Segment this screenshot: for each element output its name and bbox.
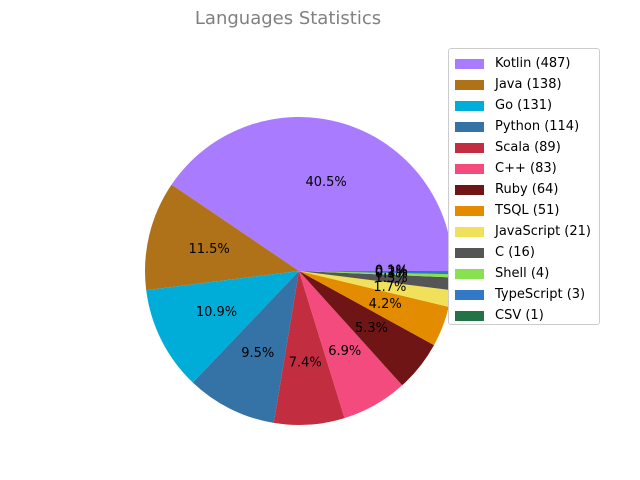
legend-label: C (16) <box>495 245 535 260</box>
legend-item: JavaScript (21) <box>455 221 599 242</box>
pie-slice-kotlin <box>171 117 453 271</box>
pie-slice-shell <box>299 271 453 278</box>
legend-swatch <box>455 58 484 69</box>
legend-label: Shell (4) <box>495 266 550 281</box>
pie-slice-javascript <box>299 271 452 307</box>
legend-swatch <box>455 310 484 321</box>
legend-item: Ruby (64) <box>455 179 599 200</box>
legend-swatch <box>455 226 484 237</box>
pie-slice-java <box>144 184 299 291</box>
legend-swatch <box>455 289 484 300</box>
slice-percent-label: 11.5% <box>188 242 229 257</box>
legend-item: Shell (4) <box>455 263 599 284</box>
legend-label: JavaScript (21) <box>495 224 591 239</box>
slice-percent-label: 10.9% <box>196 305 237 320</box>
legend-swatch <box>455 205 484 216</box>
pie-slice-c <box>299 271 453 291</box>
legend-label: TSQL (51) <box>495 203 560 218</box>
legend-item: Go (131) <box>455 95 599 116</box>
pie-slice-c- <box>299 271 403 419</box>
legend-swatch <box>455 121 484 132</box>
legend-label: Python (114) <box>495 119 580 134</box>
legend-item: TSQL (51) <box>455 200 599 221</box>
legend-label: C++ (83) <box>495 161 557 176</box>
slice-percent-label: 6.9% <box>328 344 361 359</box>
legend-swatch <box>455 247 484 258</box>
slice-percent-label: 9.5% <box>241 346 274 361</box>
legend-label: TypeScript (3) <box>495 287 586 302</box>
legend-item: CSV (1) <box>455 305 599 326</box>
slice-percent-label: 1.7% <box>373 280 406 295</box>
legend-swatch <box>455 184 484 195</box>
pie-slice-scala <box>273 271 345 425</box>
pie-slice-typescript <box>299 271 453 275</box>
slice-percent-label: 1.3% <box>375 271 408 286</box>
pie-slice-go <box>146 271 299 383</box>
legend-item: Python (114) <box>455 116 599 137</box>
pie-slice-csv <box>299 271 454 272</box>
pie-slice-tsql <box>299 271 449 346</box>
chart-title: Languages Statistics <box>194 8 382 29</box>
slice-percent-label: 0.1% <box>375 264 408 279</box>
pie-slice-python <box>192 271 299 423</box>
legend-label: Scala (89) <box>495 140 561 155</box>
legend-item: C (16) <box>455 242 599 263</box>
legend-swatch <box>455 163 484 174</box>
legend-label: Java (138) <box>495 77 562 92</box>
legend-swatch <box>455 142 484 153</box>
slice-percent-label: 4.2% <box>369 297 402 312</box>
slice-percent-label: 40.5% <box>305 175 346 190</box>
slice-percent-label: 5.3% <box>355 321 388 336</box>
legend-swatch <box>455 100 484 111</box>
legend-label: Ruby (64) <box>495 182 559 197</box>
legend-item: Kotlin (487) <box>455 53 599 74</box>
pie-slice-ruby <box>299 271 435 386</box>
slice-percent-label: 7.4% <box>289 356 322 371</box>
legend-item: TypeScript (3) <box>455 284 599 305</box>
legend-label: Go (131) <box>495 98 553 113</box>
legend-swatch <box>455 268 484 279</box>
legend-item: C++ (83) <box>455 158 599 179</box>
slice-percent-label: 0.2% <box>375 265 408 280</box>
slice-percent-label: 0.3% <box>375 266 408 281</box>
legend-label: Kotlin (487) <box>495 56 571 71</box>
legend: Kotlin (487) Java (138) Go (131) Python (11… <box>448 48 600 325</box>
legend-swatch <box>455 79 484 90</box>
legend-item: Java (138) <box>455 74 599 95</box>
legend-label: CSV (1) <box>495 308 544 323</box>
legend-item: Scala (89) <box>455 137 599 158</box>
